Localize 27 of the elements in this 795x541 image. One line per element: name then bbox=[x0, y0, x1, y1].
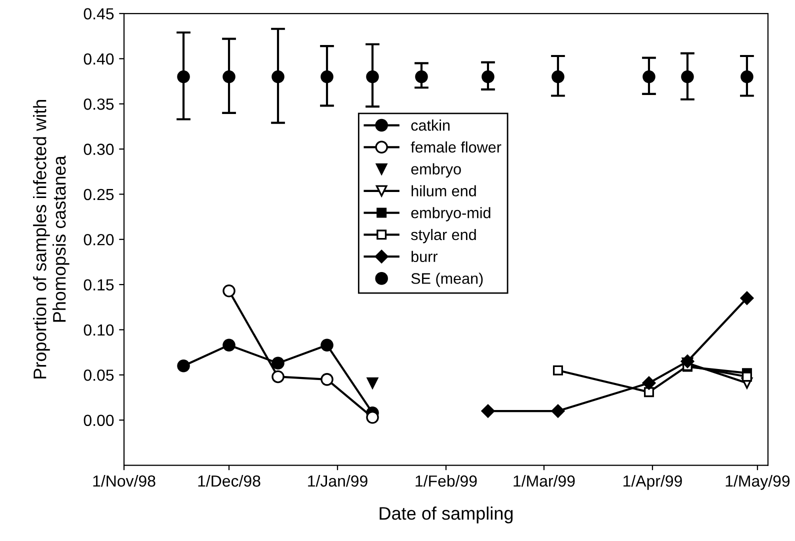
legend-label: SE (mean) bbox=[411, 272, 483, 287]
y-tick-label: 0.40 bbox=[84, 53, 114, 65]
y-tick-label: 0.45 bbox=[84, 8, 114, 20]
x-tick-label: 1/Apr/99 bbox=[624, 474, 682, 490]
y-tick-label: 0.00 bbox=[84, 414, 114, 426]
y-tick-label: 0.15 bbox=[84, 279, 114, 291]
y-tick-label: 0.05 bbox=[84, 370, 114, 381]
legend-label: catkin bbox=[411, 120, 450, 131]
y-tick-label: 0.35 bbox=[84, 98, 114, 110]
legend-label: female flower bbox=[410, 141, 502, 153]
y-axis-title: Proportion of samples infected with Phomopsis castanea bbox=[33, 100, 70, 378]
legend-label: stylar end bbox=[411, 228, 476, 244]
y-tick-label: 0.20 bbox=[84, 234, 114, 246]
x-axis-title: Date of sampling bbox=[380, 506, 513, 524]
x-tick-label: 1/Feb/99 bbox=[416, 474, 477, 487]
y-tick-label: 0.30 bbox=[84, 144, 114, 155]
x-tick-label: 1/Dec/98 bbox=[198, 474, 260, 487]
x-tick-label: 1/May/99 bbox=[726, 474, 790, 490]
y-tick-label: 0.10 bbox=[84, 324, 114, 336]
y-tick-label: 0.25 bbox=[84, 188, 114, 200]
x-tick-label: 1/Nov/98 bbox=[93, 474, 156, 487]
x-tick-label: 1/Jan/99 bbox=[308, 474, 368, 487]
legend-label: burr bbox=[412, 250, 438, 262]
legend-label: embryo-mid bbox=[411, 207, 490, 222]
legend-label: embryo bbox=[411, 163, 461, 178]
x-tick-label: 1/Mar/99 bbox=[514, 474, 575, 487]
legend-label: hilum end bbox=[412, 185, 476, 196]
